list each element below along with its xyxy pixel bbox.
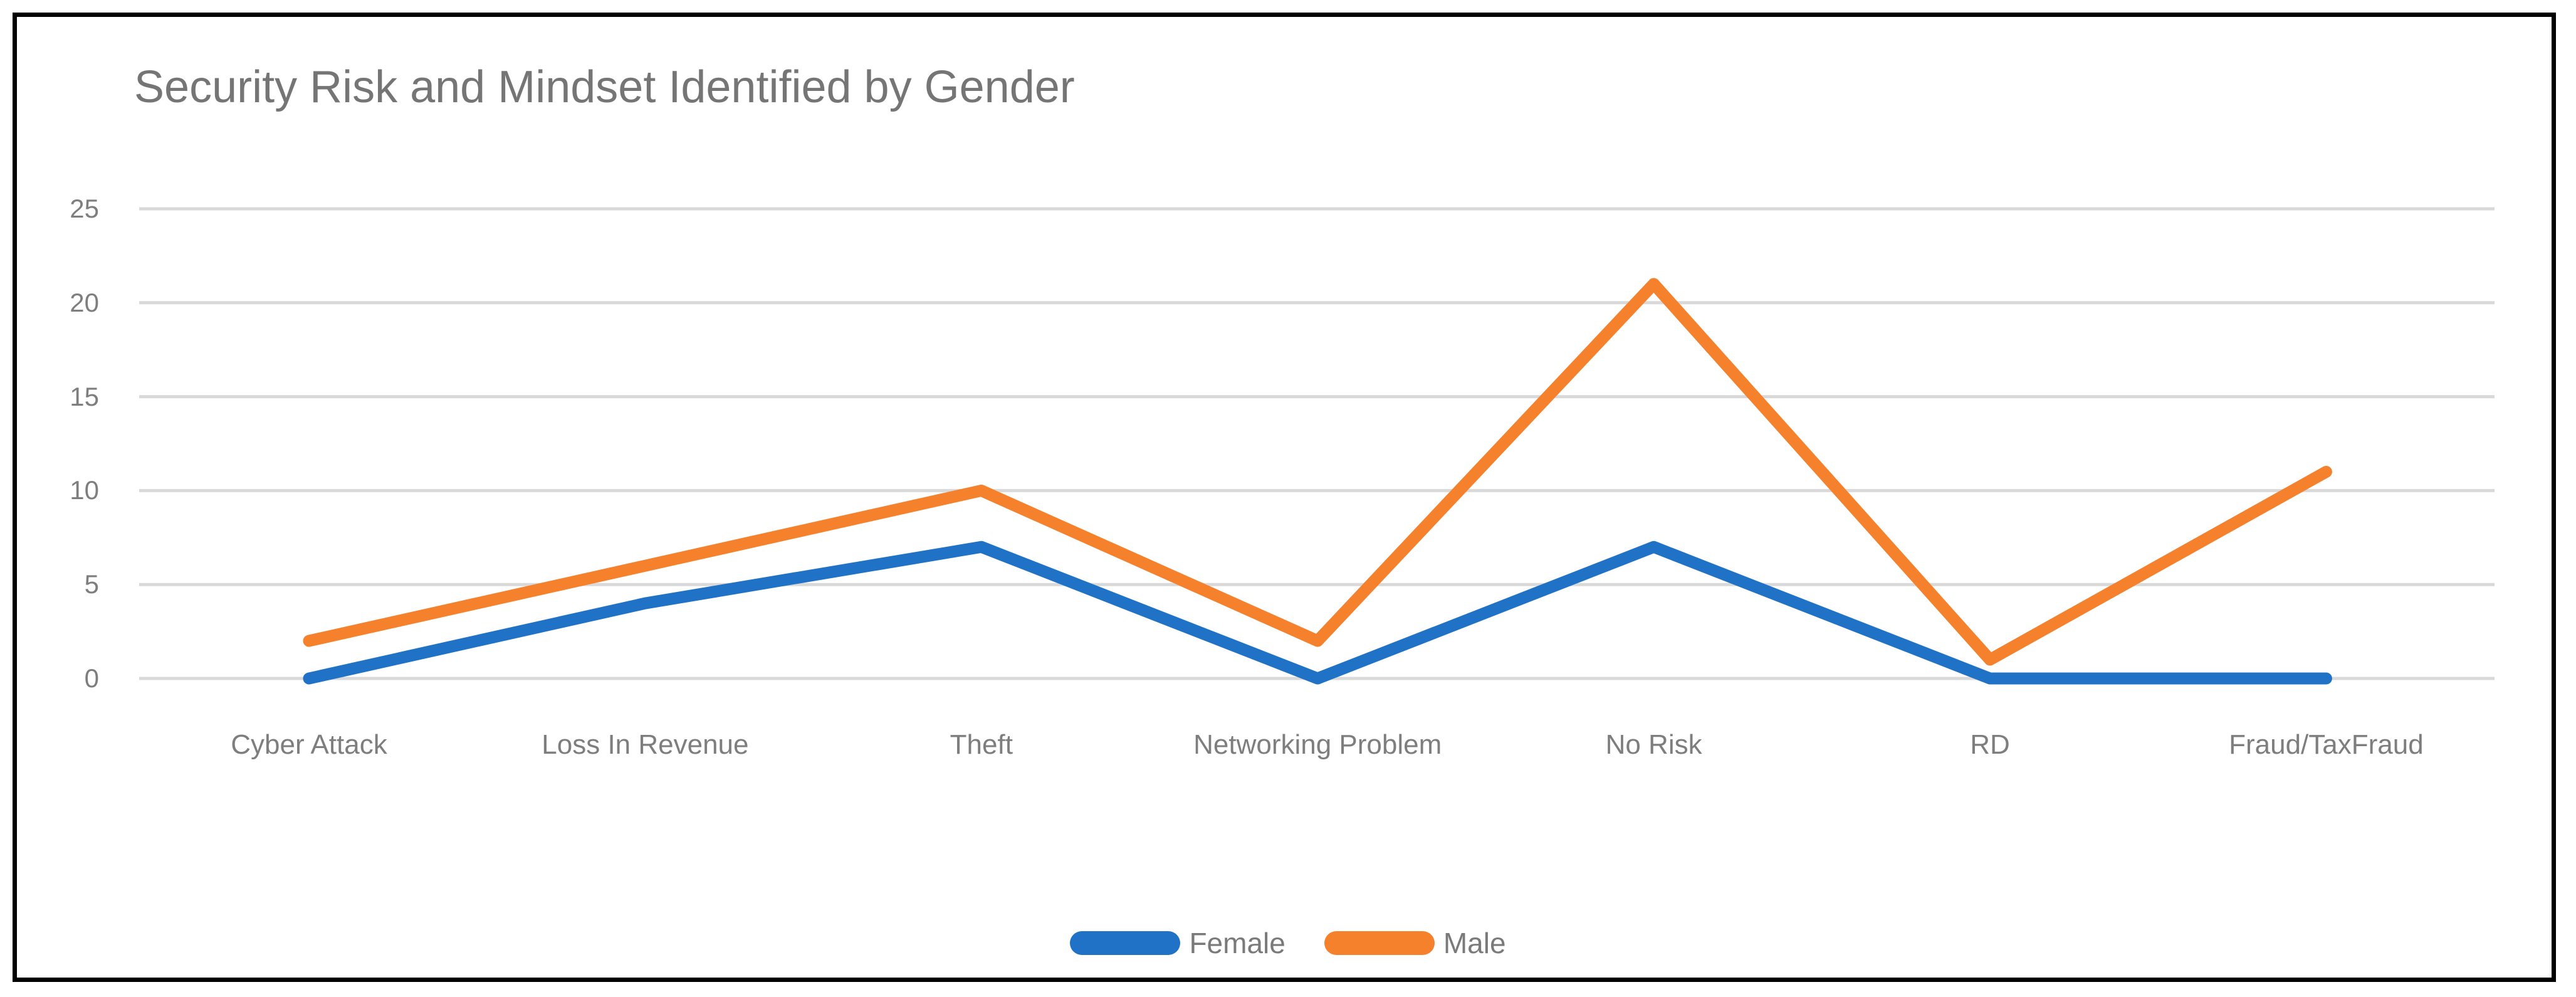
x-category-label: RD [1970, 729, 2010, 760]
gridlines [139, 207, 2495, 680]
chart-frame-border [13, 13, 2556, 982]
x-category-label: Loss In Revenue [542, 729, 749, 760]
y-tick-label: 0 [84, 663, 99, 693]
y-tick-label: 20 [70, 287, 99, 317]
x-category-label: No Risk [1605, 729, 1702, 760]
legend: Female Male [0, 927, 2576, 959]
x-category-label: Fraud/TaxFraud [2229, 729, 2424, 760]
legend-label: Female [1189, 927, 1285, 959]
y-tick-label: 10 [70, 475, 99, 505]
x-category-label: Networking Problem [1193, 729, 1442, 760]
x-category-label: Theft [950, 729, 1013, 760]
legend-item-male: Male [1324, 927, 1506, 959]
series-lines [303, 278, 2332, 685]
female-series-line [303, 541, 2332, 685]
male-legend-swatch [1324, 931, 1435, 955]
y-tick-label: 25 [70, 194, 99, 223]
male-series-line [303, 278, 2332, 666]
legend-item-female: Female [1070, 927, 1285, 959]
y-tick-label: 15 [70, 381, 99, 411]
female-legend-swatch [1070, 931, 1181, 955]
chart-title: Security Risk and Mindset Identified by … [134, 62, 1075, 112]
legend-label: Male [1443, 927, 1506, 959]
x-category-label: Cyber Attack [231, 729, 387, 760]
y-tick-label: 5 [84, 569, 99, 599]
